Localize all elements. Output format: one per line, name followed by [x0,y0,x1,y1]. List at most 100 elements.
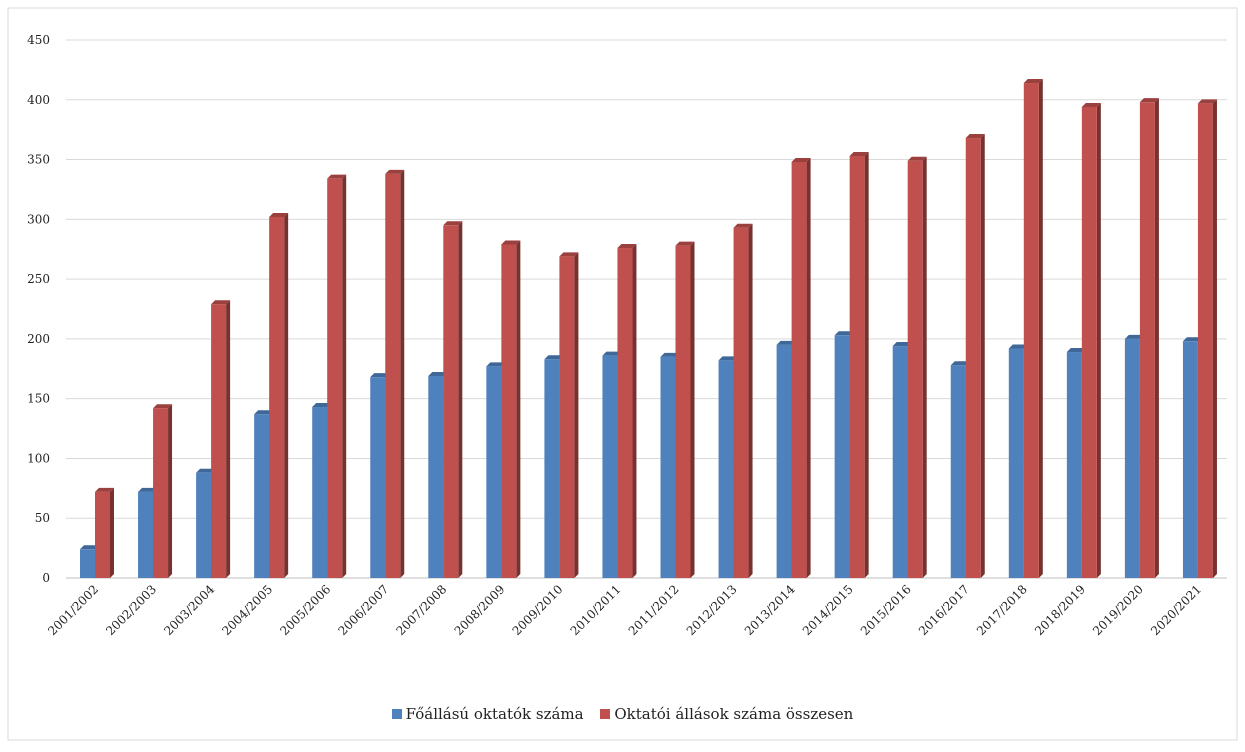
bar-osszesen-5 [327,174,347,578]
bar-osszesen-3 [211,300,231,578]
bar-top [834,331,854,336]
bar-front [1124,338,1140,578]
bar-side [110,487,114,578]
bar-front [950,365,966,578]
legend: Főállású oktatók száma Oktatói állások s… [0,705,1245,723]
bar-top [95,487,114,492]
bar-front [617,248,633,578]
bar-top [1023,79,1043,84]
y-tick-label: 100 [27,451,50,465]
bar-osszesen-8 [501,240,521,578]
bar-top [892,342,912,347]
bar-front [501,244,517,578]
bars [80,79,1217,579]
bar-front [892,346,908,578]
bar-side [1154,98,1159,579]
bar-front [385,173,401,578]
bar-osszesen-18 [1081,102,1101,578]
bar-top [312,403,332,408]
bar-osszesen-13 [791,157,811,579]
bar-top [791,157,811,162]
bar-front [907,160,923,579]
bar-side [1096,102,1101,578]
bar-side [284,212,289,579]
bar-top [1139,98,1159,103]
bar-osszesen-19 [1139,98,1159,579]
y-tick-label: 50 [35,511,50,525]
bar-front [965,138,981,578]
bar-front [602,355,618,578]
bar-front [1008,348,1024,578]
bar-side [516,240,521,578]
bar-front [269,216,285,579]
y-tick-label: 400 [27,93,50,107]
bar-front [196,472,212,578]
bar-osszesen-16 [965,134,985,578]
bar-top [1066,348,1086,353]
bar-front [1139,102,1155,579]
bar-side [690,241,695,578]
bar-osszesen-9 [559,252,579,578]
bar-top [428,371,448,376]
bar-top [849,151,869,156]
bar-front [559,256,575,578]
bar-front [80,549,95,578]
bar-front [254,414,270,578]
bar-osszesen-6 [385,169,405,578]
bar-side [980,134,985,578]
y-tick-label: 250 [27,272,50,286]
bar-top [1124,334,1144,339]
legend-item-series-2: Oktatói állások száma összesen [600,705,853,723]
y-tick-label: 150 [27,392,50,406]
bar-osszesen-11 [675,241,695,578]
bar-osszesen-14 [849,151,869,579]
bar-osszesen-2 [153,404,173,578]
bar-side [864,151,869,579]
y-tick-label: 450 [27,33,50,47]
bar-side [632,244,637,578]
bar-osszesen-1 [95,487,114,578]
bar-top [617,244,637,249]
bar-front [660,356,676,578]
bar-top [443,221,463,226]
bar-top [660,352,680,357]
bar-top [718,356,738,361]
bar-side [226,300,231,578]
bar-front [486,366,502,578]
bar-side [168,404,173,578]
bar-front [327,178,343,578]
bar-top [907,156,927,161]
bar-osszesen-10 [617,244,637,578]
bar-side [574,252,579,578]
bar-side [1038,79,1043,578]
bar-front [1066,352,1082,578]
bar-osszesen-15 [907,156,927,579]
bar-osszesen-7 [443,221,463,579]
bar-top [965,134,985,139]
bar-front [1023,83,1039,578]
bar-front [443,225,459,579]
bar-top [559,252,579,257]
bar-top [950,361,970,366]
bar-top [153,404,173,409]
bar-top [138,487,158,492]
bar-front [312,407,328,578]
bar-front [428,375,444,578]
bar-side [806,157,811,579]
legend-swatch-series-1 [391,709,402,719]
bar-top [486,362,506,367]
bar-top [776,340,796,345]
bar-front [153,408,169,578]
y-tick-label: 200 [27,332,50,346]
bar-front [370,377,386,578]
bar-top [544,355,564,360]
bar-top [1182,337,1202,342]
legend-label-series-2: Oktatói állások száma összesen [614,705,854,723]
bar-top [327,174,347,179]
bar-front [733,227,749,579]
y-tick-label: 300 [27,212,50,226]
bar-top [1197,99,1217,104]
y-tick-label: 350 [27,153,50,167]
